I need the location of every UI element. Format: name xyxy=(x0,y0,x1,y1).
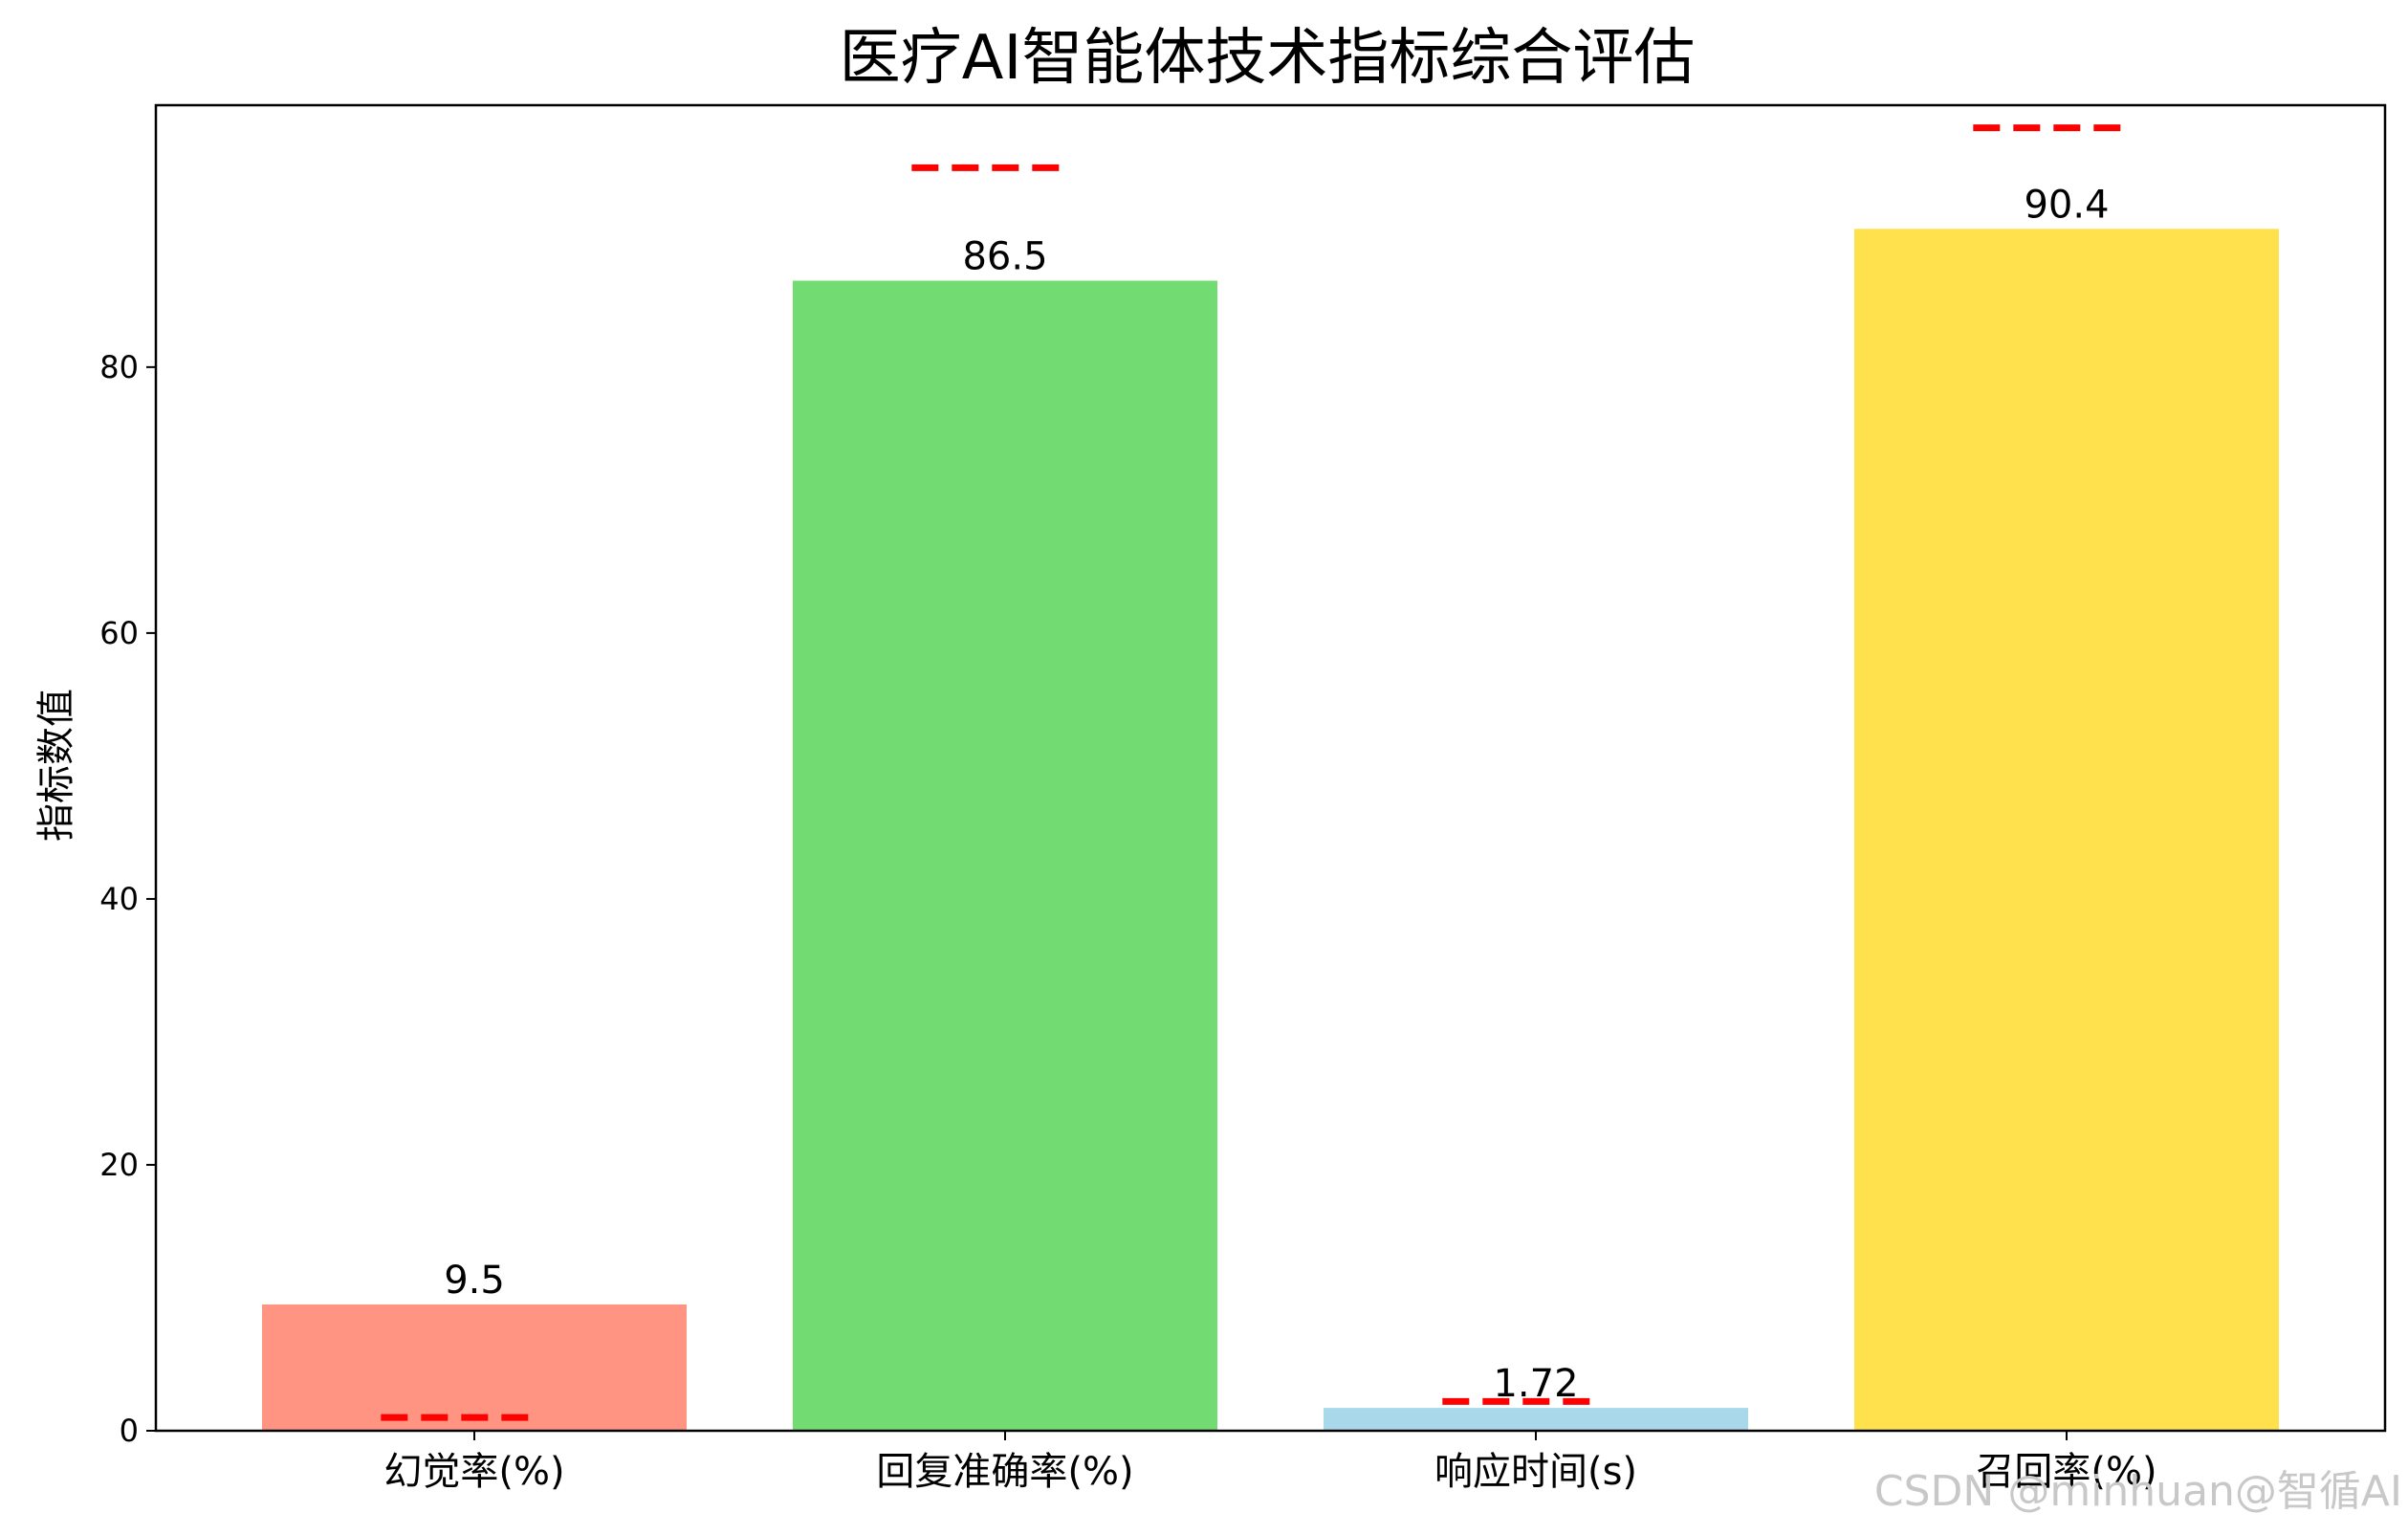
x-tick-label: 召回率(%) xyxy=(1976,1450,2156,1494)
bar xyxy=(262,1304,687,1431)
targets-layer xyxy=(381,124,2122,1421)
x-tick-label: 响应时间(s) xyxy=(1434,1450,1637,1494)
bars-layer xyxy=(262,229,2279,1432)
y-tick-label: 20 xyxy=(99,1147,139,1183)
bar xyxy=(793,280,1217,1432)
y-axis: 0 20 40 60 80 xyxy=(99,349,156,1449)
y-tick-label: 80 xyxy=(99,349,139,385)
data-labels-layer: 9.5 86.5 1.72 90.4 xyxy=(444,183,2109,1406)
y-tick-label: 0 xyxy=(120,1413,139,1449)
x-tick-label: 幻觉率(%) xyxy=(383,1450,564,1494)
bar-value-label: 90.4 xyxy=(2024,183,2109,227)
bar-value-label: 1.72 xyxy=(1493,1362,1578,1406)
y-tick-label: 40 xyxy=(99,881,139,917)
y-axis-label: 指标数值 xyxy=(34,689,78,842)
bar xyxy=(1854,229,2279,1431)
chart-title: 医疗AI智能体技术指标综合评估 xyxy=(840,23,1696,94)
watermark-text: CSDN @minhuan@智循AI xyxy=(1874,1467,2402,1516)
plot-frame xyxy=(154,103,2387,1433)
bar-value-label: 9.5 xyxy=(444,1259,505,1303)
x-tick-label: 回复准确率(%) xyxy=(876,1450,1133,1494)
y-tick-label: 60 xyxy=(99,615,139,651)
x-axis: 幻觉率(%) 回复准确率(%) 响应时间(s) 召回率(%) xyxy=(383,1431,2157,1494)
bar xyxy=(1324,1408,1748,1431)
bar-value-label: 86.5 xyxy=(962,235,1047,279)
